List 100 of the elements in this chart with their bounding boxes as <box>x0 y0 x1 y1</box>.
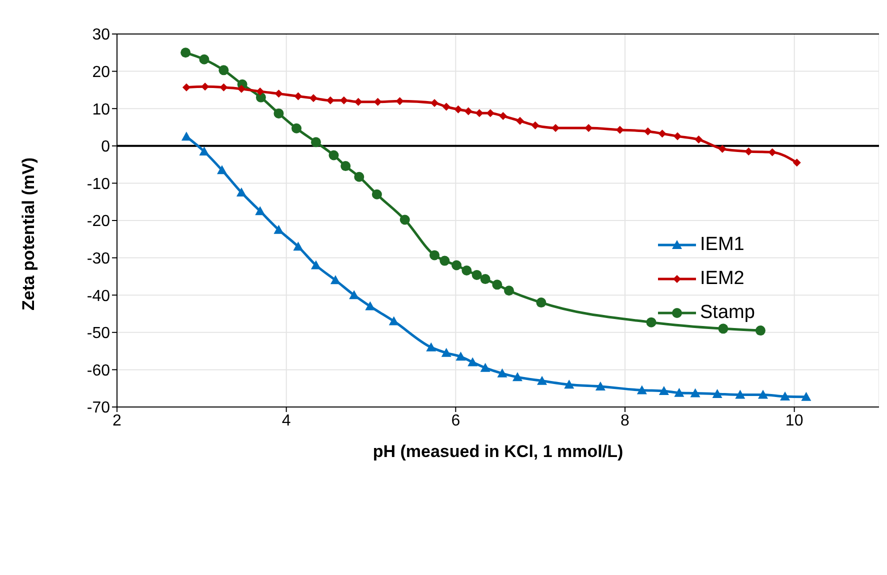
y-tick-label: -30 <box>86 250 110 268</box>
x-tick-label: 10 <box>785 412 804 430</box>
point <box>440 256 450 266</box>
x-tick-label: 6 <box>451 412 460 430</box>
point <box>468 357 478 366</box>
point <box>291 123 302 134</box>
point <box>644 127 652 136</box>
point <box>780 392 790 401</box>
x-tick-label: 4 <box>282 412 291 430</box>
point <box>718 324 728 334</box>
point <box>646 317 656 328</box>
point <box>536 298 546 308</box>
y-tick-label: 30 <box>92 26 110 44</box>
point <box>180 48 191 58</box>
legend-label: IEM1 <box>700 234 744 256</box>
legend-label: Stamp <box>700 302 755 324</box>
point <box>564 380 574 389</box>
point <box>365 301 376 310</box>
point <box>181 132 192 141</box>
point <box>400 214 410 225</box>
y-tick-label: -50 <box>86 325 110 342</box>
point <box>735 390 746 399</box>
point <box>216 165 227 174</box>
point <box>199 146 210 156</box>
point <box>199 54 210 64</box>
y-tick-label: -60 <box>86 362 110 380</box>
y-tick-label: 0 <box>101 138 110 156</box>
point <box>330 275 340 284</box>
y-tick-label: 10 <box>92 101 110 118</box>
point <box>462 265 472 276</box>
x-tick-label: 8 <box>620 412 630 430</box>
point <box>792 158 801 167</box>
point <box>236 188 246 197</box>
point <box>293 242 304 251</box>
point <box>237 84 246 93</box>
point <box>531 121 540 130</box>
point <box>274 224 284 234</box>
point <box>480 362 490 372</box>
point <box>768 148 776 156</box>
point <box>388 316 399 326</box>
point <box>255 206 266 216</box>
point <box>497 368 508 378</box>
point <box>516 116 524 125</box>
point <box>636 385 647 394</box>
point <box>182 83 190 92</box>
point <box>492 280 502 290</box>
point <box>274 108 284 118</box>
point <box>658 130 666 138</box>
point <box>294 92 302 100</box>
point <box>755 326 766 336</box>
point <box>673 132 682 140</box>
point <box>430 250 440 260</box>
point <box>310 260 321 270</box>
x-tick-label: 2 <box>112 412 122 430</box>
y-tick-label: -10 <box>86 176 110 193</box>
point <box>220 83 228 92</box>
point <box>801 392 812 401</box>
point <box>499 112 508 120</box>
point <box>744 147 753 156</box>
point <box>512 372 522 382</box>
point <box>758 390 768 399</box>
point <box>328 150 339 160</box>
point <box>441 348 452 357</box>
point <box>472 270 482 280</box>
point <box>480 274 490 284</box>
point <box>504 286 514 296</box>
point <box>340 161 351 172</box>
point <box>718 144 726 153</box>
point <box>426 342 436 352</box>
legend-label: IEM2 <box>700 268 744 290</box>
point <box>674 388 684 397</box>
point <box>309 94 318 102</box>
point <box>374 98 382 106</box>
point <box>475 109 484 118</box>
point <box>310 137 321 148</box>
point <box>454 105 462 114</box>
point <box>256 87 264 96</box>
point <box>712 388 722 398</box>
y-axis-title: Zeta potential (mV) <box>19 157 38 310</box>
point <box>349 290 360 300</box>
point <box>354 172 364 182</box>
point <box>372 189 382 200</box>
point <box>694 136 703 144</box>
point <box>430 99 438 108</box>
x-axis-title: pH (measued in KCl, 1 mmol/L) <box>372 442 624 461</box>
y-tick-label: -40 <box>86 288 110 305</box>
point <box>442 102 450 111</box>
y-tick-label: -20 <box>86 213 110 230</box>
point <box>595 381 606 390</box>
y-tick-label: -70 <box>86 400 110 417</box>
point <box>486 109 494 118</box>
point <box>537 376 548 385</box>
point <box>690 388 700 398</box>
point <box>218 65 229 76</box>
point <box>658 386 669 395</box>
point <box>274 90 283 98</box>
y-tick-label: 20 <box>92 64 110 81</box>
point <box>464 107 472 116</box>
point <box>616 126 624 134</box>
point <box>340 96 348 104</box>
